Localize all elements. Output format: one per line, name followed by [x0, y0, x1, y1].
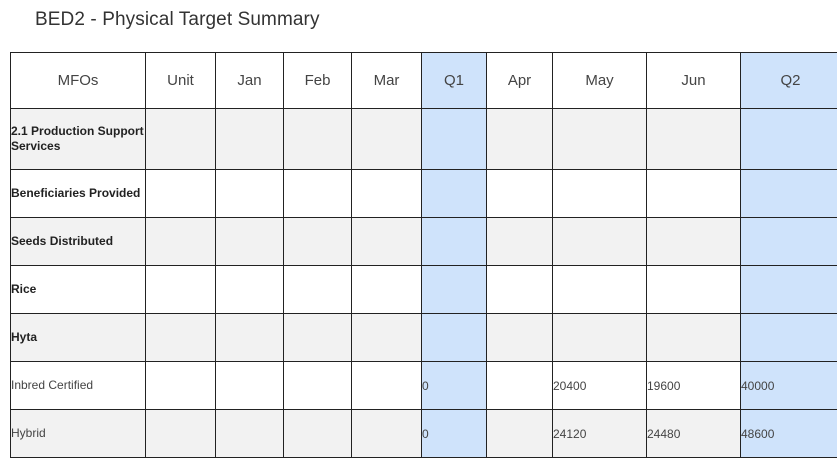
table-cell[interactable]	[486, 108, 553, 170]
table-cell[interactable]	[145, 108, 216, 170]
table-cell[interactable]: 24480	[646, 409, 741, 458]
table-cell[interactable]	[283, 169, 352, 218]
column-header-feb[interactable]: Feb	[283, 52, 352, 109]
table-row: Rice	[10, 265, 837, 314]
table-cell[interactable]	[646, 217, 741, 266]
table-cell[interactable]	[145, 313, 216, 362]
mfo-cell[interactable]: Hybrid	[10, 409, 146, 458]
table-cell[interactable]	[351, 108, 422, 170]
table-cell[interactable]	[552, 265, 647, 314]
mfo-cell[interactable]: Rice	[10, 265, 146, 314]
table-cell[interactable]	[486, 265, 553, 314]
table-cell[interactable]	[421, 108, 487, 170]
table-cell[interactable]: 24120	[552, 409, 647, 458]
table-cell[interactable]	[145, 265, 216, 314]
column-header-jun[interactable]: Jun	[646, 52, 741, 109]
table-row: Hybrid 0 24120 24480 48600	[10, 409, 837, 458]
table-cell[interactable]	[145, 361, 216, 410]
target-summary-table: MFOs Unit Jan Feb Mar Q1 Apr May Jun Q2 …	[10, 52, 837, 458]
table-cell[interactable]	[646, 265, 741, 314]
mfo-cell[interactable]: Seeds Distributed	[10, 217, 146, 266]
table-cell[interactable]: 20400	[552, 361, 647, 410]
table-cell[interactable]	[283, 265, 352, 314]
table-cell[interactable]	[351, 361, 422, 410]
table-cell[interactable]	[421, 313, 487, 362]
table-cell[interactable]	[486, 169, 553, 218]
column-header-mfos[interactable]: MFOs	[10, 52, 146, 109]
column-header-q1[interactable]: Q1	[421, 52, 487, 109]
table-cell[interactable]: 40000	[740, 361, 837, 410]
table-cell[interactable]	[421, 169, 487, 218]
mfo-cell[interactable]: Beneficiaries Provided	[10, 169, 146, 218]
column-header-mar[interactable]: Mar	[351, 52, 422, 109]
column-header-jan[interactable]: Jan	[215, 52, 284, 109]
column-header-unit[interactable]: Unit	[145, 52, 216, 109]
table-cell[interactable]	[486, 313, 553, 362]
table-row: Inbred Certified 0 20400 19600 40000	[10, 361, 837, 410]
table-cell[interactable]	[646, 169, 741, 218]
table-cell[interactable]	[283, 409, 352, 458]
table-cell[interactable]	[283, 217, 352, 266]
table-row: Beneficiaries Provided	[10, 169, 837, 218]
table-cell[interactable]	[215, 169, 284, 218]
table-row: Hyta	[10, 313, 837, 362]
table-cell[interactable]	[552, 313, 647, 362]
table-cell[interactable]	[215, 108, 284, 170]
table-cell[interactable]	[740, 313, 837, 362]
table-cell[interactable]	[351, 313, 422, 362]
page-title: BED2 - Physical Target Summary	[35, 9, 320, 30]
table-cell[interactable]	[145, 217, 216, 266]
table-cell[interactable]	[486, 409, 553, 458]
header-row: MFOs Unit Jan Feb Mar Q1 Apr May Jun Q2	[10, 52, 837, 109]
column-header-q2[interactable]: Q2	[740, 52, 837, 109]
table-cell[interactable]	[421, 217, 487, 266]
table-cell[interactable]	[351, 409, 422, 458]
table-cell[interactable]	[145, 409, 216, 458]
table-cell[interactable]	[486, 217, 553, 266]
mfo-cell[interactable]: 2.1 Production Support Services	[10, 108, 146, 170]
mfo-cell[interactable]: Inbred Certified	[10, 361, 146, 410]
table-cell[interactable]	[646, 108, 741, 170]
table-cell[interactable]	[552, 169, 647, 218]
table-cell[interactable]: 0	[421, 409, 487, 458]
table-cell[interactable]	[215, 313, 284, 362]
table-cell[interactable]	[145, 169, 216, 218]
table-cell[interactable]	[740, 265, 837, 314]
column-header-apr[interactable]: Apr	[486, 52, 553, 109]
table-cell[interactable]	[351, 169, 422, 218]
table-row: 2.1 Production Support Services	[10, 108, 837, 170]
table-row: Seeds Distributed	[10, 217, 837, 266]
table-cell[interactable]	[646, 313, 741, 362]
table-cell[interactable]: 48600	[740, 409, 837, 458]
table-cell[interactable]	[283, 108, 352, 170]
table-cell[interactable]	[552, 217, 647, 266]
table-cell[interactable]	[421, 265, 487, 314]
table-cell[interactable]: 19600	[646, 361, 741, 410]
table-cell[interactable]	[740, 108, 837, 170]
table-cell[interactable]	[215, 409, 284, 458]
table-cell[interactable]	[351, 217, 422, 266]
mfo-cell[interactable]: Hyta	[10, 313, 146, 362]
table-cell[interactable]	[215, 217, 284, 266]
table-cell[interactable]	[486, 361, 553, 410]
table-cell[interactable]	[552, 108, 647, 170]
table-cell[interactable]	[215, 265, 284, 314]
table-cell[interactable]	[283, 361, 352, 410]
table-cell[interactable]	[351, 265, 422, 314]
table-cell[interactable]	[740, 217, 837, 266]
table-cell[interactable]	[283, 313, 352, 362]
table-cell[interactable]	[215, 361, 284, 410]
table-cell[interactable]	[740, 169, 837, 218]
table-cell[interactable]: 0	[421, 361, 487, 410]
column-header-may[interactable]: May	[552, 52, 647, 109]
